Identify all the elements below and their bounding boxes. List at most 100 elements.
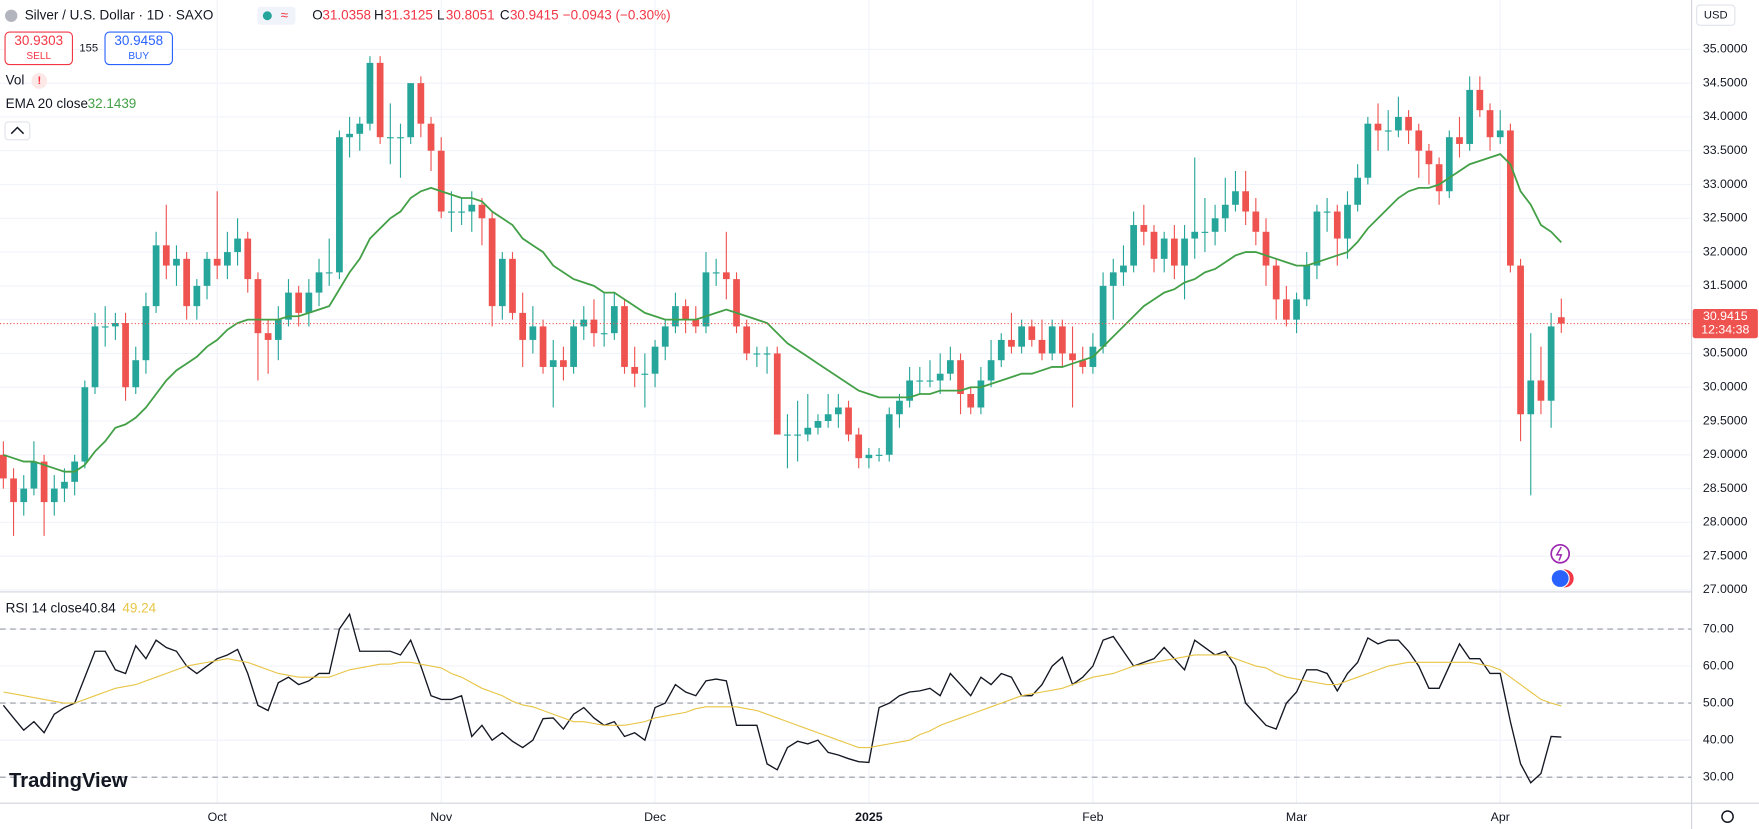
candle-body — [173, 258, 180, 266]
candle-body — [1038, 339, 1046, 354]
y-tick-label: 28.5000 — [1703, 481, 1748, 495]
candle-body — [926, 380, 934, 382]
status-badge[interactable] — [257, 6, 296, 25]
candle-body — [20, 488, 28, 503]
ema-line — [3, 153, 1562, 473]
candle-body — [1435, 164, 1443, 192]
rsi-legend[interactable]: RSI 14 close — [6, 600, 82, 615]
buy-price: 30.9458 — [114, 33, 163, 48]
candle-body — [40, 461, 48, 503]
y-tick-label: 50.00 — [1703, 695, 1734, 709]
y-tick-label: 70.00 — [1703, 621, 1734, 635]
candle-body — [773, 353, 781, 435]
candle-body — [1395, 116, 1402, 131]
candle-body — [1181, 238, 1188, 266]
candle-body — [1374, 123, 1382, 131]
candle-body — [1323, 211, 1331, 213]
candle-body — [1272, 265, 1280, 300]
candle-body — [1232, 191, 1239, 205]
candle-body — [91, 326, 99, 388]
candle-body — [1109, 272, 1117, 286]
candle-body — [1120, 265, 1127, 273]
candle-body — [1507, 130, 1514, 266]
symbol-icon — [5, 9, 18, 22]
warning-icon: ! — [37, 75, 41, 87]
sell-price: 30.9303 — [14, 33, 63, 48]
candle-body — [722, 272, 730, 280]
y-tick-label: 30.5000 — [1703, 346, 1748, 360]
candle-body — [193, 285, 201, 307]
candle-body — [437, 150, 445, 212]
candle-body — [1364, 123, 1372, 178]
symbol-title[interactable]: Silver / U.S. Dollar · 1D · SAXO — [25, 7, 214, 22]
rsi-value: 40.84 — [82, 600, 116, 615]
candle-body — [896, 400, 903, 415]
x-tick-label: Nov — [430, 810, 453, 824]
buy-button[interactable] — [104, 31, 173, 66]
last-price-label: 30.9415 — [1703, 309, 1748, 323]
y-tick-label: 32.5000 — [1703, 211, 1748, 225]
candle-body — [743, 326, 751, 354]
last-price-box — [1692, 308, 1758, 339]
candle-body — [621, 306, 628, 367]
buy-label: BUY — [128, 51, 149, 62]
spread: 155 — [79, 42, 98, 54]
candle-body — [1547, 326, 1555, 401]
market-status-dot — [262, 11, 272, 21]
low-letter: L — [437, 7, 445, 22]
y-tick-label: 27.5000 — [1703, 548, 1748, 562]
candle-body — [1527, 380, 1535, 415]
volume-warning[interactable] — [31, 73, 48, 89]
x-tick-label: Apr — [1491, 810, 1510, 824]
candle-body — [30, 461, 38, 489]
event-icon[interactable] — [1550, 543, 1571, 564]
y-tick-label: 27.0000 — [1703, 582, 1748, 596]
candle-body — [468, 204, 476, 212]
candle-body — [1242, 191, 1250, 212]
y-tick-label: 33.0000 — [1703, 177, 1748, 191]
candle-body — [407, 83, 415, 138]
candle-body — [906, 380, 913, 401]
settings-icon[interactable] — [1721, 810, 1734, 823]
candle-body — [1140, 225, 1148, 232]
candle-body — [397, 137, 404, 139]
x-tick-label: Mar — [1286, 810, 1307, 824]
candle-body — [0, 454, 7, 479]
candle-body — [784, 434, 791, 436]
candle-body — [570, 326, 577, 367]
logo[interactable]: TradingView — [9, 770, 128, 792]
candle-body — [1466, 89, 1474, 144]
candle-body — [580, 319, 588, 327]
candle-body — [1303, 265, 1311, 300]
candle-body — [142, 306, 150, 361]
ema-legend[interactable]: EMA 20 close — [6, 96, 88, 111]
sell-button[interactable] — [4, 31, 74, 66]
candle-body — [295, 292, 303, 313]
candle-body — [549, 360, 557, 367]
economic-event-flag[interactable] — [1550, 568, 1570, 589]
candle-body — [183, 258, 191, 307]
currency-button[interactable] — [1696, 4, 1736, 26]
candle-body — [682, 306, 689, 320]
candle-body — [1496, 130, 1504, 138]
candle-body — [122, 323, 129, 388]
marks — [0, 56, 1692, 784]
candle-body — [1130, 225, 1138, 266]
candle-body — [1283, 299, 1290, 320]
candle-body — [1008, 339, 1015, 347]
candle-body — [1048, 326, 1056, 354]
candle-body — [967, 393, 975, 408]
candle-body — [488, 218, 496, 307]
candle-body — [346, 133, 353, 138]
candle-body — [916, 380, 924, 382]
open-value: 31.0358 — [322, 7, 371, 22]
volume-legend[interactable]: Vol — [6, 72, 25, 87]
candle-body — [101, 326, 109, 328]
candle-body — [325, 272, 333, 274]
collapse-button[interactable] — [4, 121, 31, 141]
y-tick-label: 32.0000 — [1703, 244, 1748, 258]
candle-body — [458, 211, 465, 213]
candle-body — [386, 137, 394, 139]
